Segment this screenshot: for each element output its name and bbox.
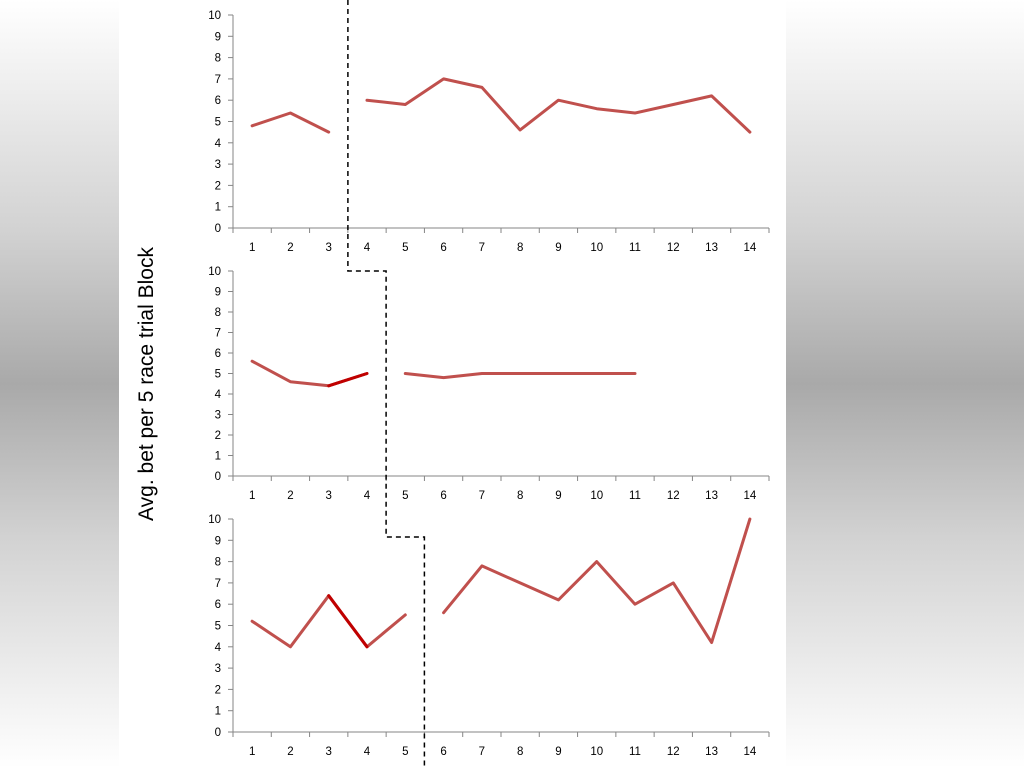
panel-2-series-segment-1: [250, 359, 369, 388]
panel-2-x-tick-label: 3: [326, 490, 332, 502]
phase-divider-dashed-line: [347, 0, 426, 768]
panel-2-x-tick-label: 8: [517, 490, 523, 502]
panel-2-y-tick-label: 10: [208, 266, 221, 278]
panel-1-x-tick-label: 3: [326, 242, 332, 254]
panel-1-y-tick-label: 3: [215, 159, 221, 171]
panel-2-x-tick-label: 1: [249, 490, 255, 502]
panel-2-highlight-segment-1: [327, 372, 369, 388]
panel-3-y-tick-label: 3: [215, 663, 221, 675]
panel-1-y-tick-label: 1: [215, 202, 221, 214]
panel-1-x-tick-label: 14: [743, 242, 756, 254]
panel-3-series-segment-1: [250, 594, 407, 649]
panel-1-x-tick-label: 9: [555, 242, 561, 254]
panel-2-y-tick-label: 9: [215, 287, 221, 299]
panel-1-x-tick-label: 13: [705, 242, 718, 254]
panel-3-x-tick-label: 3: [326, 746, 332, 758]
panel-1-x-tick-label: 7: [479, 242, 485, 254]
panel-1-x-tick-label: 10: [590, 242, 603, 254]
panel-2-x-tick-label: 11: [629, 490, 641, 502]
panel-3-x-tick-label: 2: [287, 746, 293, 758]
panel-1-series-segment-2: [365, 77, 752, 134]
panel-3-x-tick-label: 11: [629, 746, 641, 758]
panel-2-x-tick-label: 9: [555, 490, 561, 502]
panel-3-x-tick-label: 9: [555, 746, 561, 758]
panel-3-x-tick-label: 10: [590, 746, 603, 758]
panel-1-y-tick-label: 0: [215, 223, 221, 235]
panel-2-y-tick-label: 6: [215, 348, 221, 360]
panel-2-x-tick-label: 6: [440, 490, 446, 502]
panel-2-y-tick-label: 7: [215, 328, 221, 340]
slide-background: [119, 0, 786, 768]
panel-3-y-tick-label: 9: [215, 535, 221, 547]
panel-3-y-tick-label: 1: [215, 706, 221, 718]
panel-1-x-tick-label: 2: [287, 242, 293, 254]
panel-3-y-tick-label: 5: [215, 621, 221, 633]
panel-2-y-tick-label: 4: [215, 389, 222, 401]
panel-2-y-tick-label: 1: [215, 451, 221, 463]
panel-1-x-tick-label: 4: [364, 242, 371, 254]
panel-1-y-tick-label: 6: [215, 95, 221, 107]
panel-2-y-tick-label: 8: [215, 307, 221, 319]
panel-1-y-tick-label: 5: [215, 117, 221, 129]
panel-2-x-tick-label: 14: [743, 490, 756, 502]
panel-3-x-tick-label: 14: [743, 746, 756, 758]
panel-3-y-tick-label: 0: [215, 727, 221, 739]
panel-1-x-tick-label: 1: [249, 242, 255, 254]
panel-1-y-tick-label: 9: [215, 31, 221, 43]
panel-1-y-tick-label: 8: [215, 53, 221, 65]
panel-3-x-tick-label: 13: [705, 746, 718, 758]
panel-1-y-tick-label: 4: [215, 138, 222, 150]
panel-3-x-tick-label: 7: [479, 746, 485, 758]
panel-1-y-tick-label: 2: [215, 180, 221, 192]
panel-2-y-tick-label: 3: [215, 410, 221, 422]
panel-1-y-tick-label: 7: [215, 74, 221, 86]
panel-3-highlight-segment-1: [327, 594, 369, 649]
panel-1-y-tick-label: 10: [208, 10, 221, 22]
panel-3-x-tick-label: 8: [517, 746, 523, 758]
panel-2-x-tick-label: 13: [705, 490, 718, 502]
panel-3-x-tick-label: 12: [667, 746, 680, 758]
panel-2-series-segment-2: [403, 372, 637, 380]
panel-1-x-tick-label: 8: [517, 242, 523, 254]
panel-1-x-tick-label: 6: [440, 242, 446, 254]
panel-3-x-tick-label: 5: [402, 746, 408, 758]
panel-3-y-tick-label: 2: [215, 684, 221, 696]
panel-3-x-tick-label: 4: [364, 746, 371, 758]
panel-2-x-tick-label: 4: [364, 490, 371, 502]
panel-3-y-tick-label: 7: [215, 578, 221, 590]
panel-3-x-tick-label: 6: [440, 746, 446, 758]
panel-3-y-tick-label: 6: [215, 599, 221, 611]
panel-2-x-tick-label: 2: [287, 490, 293, 502]
panel-3-y-tick-label: 8: [215, 557, 221, 569]
panel-2-y-tick-label: 0: [215, 471, 221, 483]
panel-2-y-tick-label: 2: [215, 430, 221, 442]
panel-2-x-tick-label: 5: [402, 490, 408, 502]
panel-2-x-tick-label: 10: [590, 490, 603, 502]
panel-1-series-segment-1: [250, 111, 331, 134]
panel-3-series-segment-2: [442, 517, 752, 644]
panel-1-x-tick-label: 12: [667, 242, 680, 254]
panel-3-y-tick-label: 10: [208, 514, 221, 526]
panel-2-x-tick-label: 12: [667, 490, 680, 502]
panel-2-x-tick-label: 7: [479, 490, 485, 502]
panel-2-y-tick-label: 5: [215, 369, 221, 381]
panel-3-x-tick-label: 1: [249, 746, 255, 758]
panel-1-x-tick-label: 5: [402, 242, 408, 254]
panel-1-x-tick-label: 11: [629, 242, 641, 254]
panel-3-y-tick-label: 4: [215, 642, 222, 654]
